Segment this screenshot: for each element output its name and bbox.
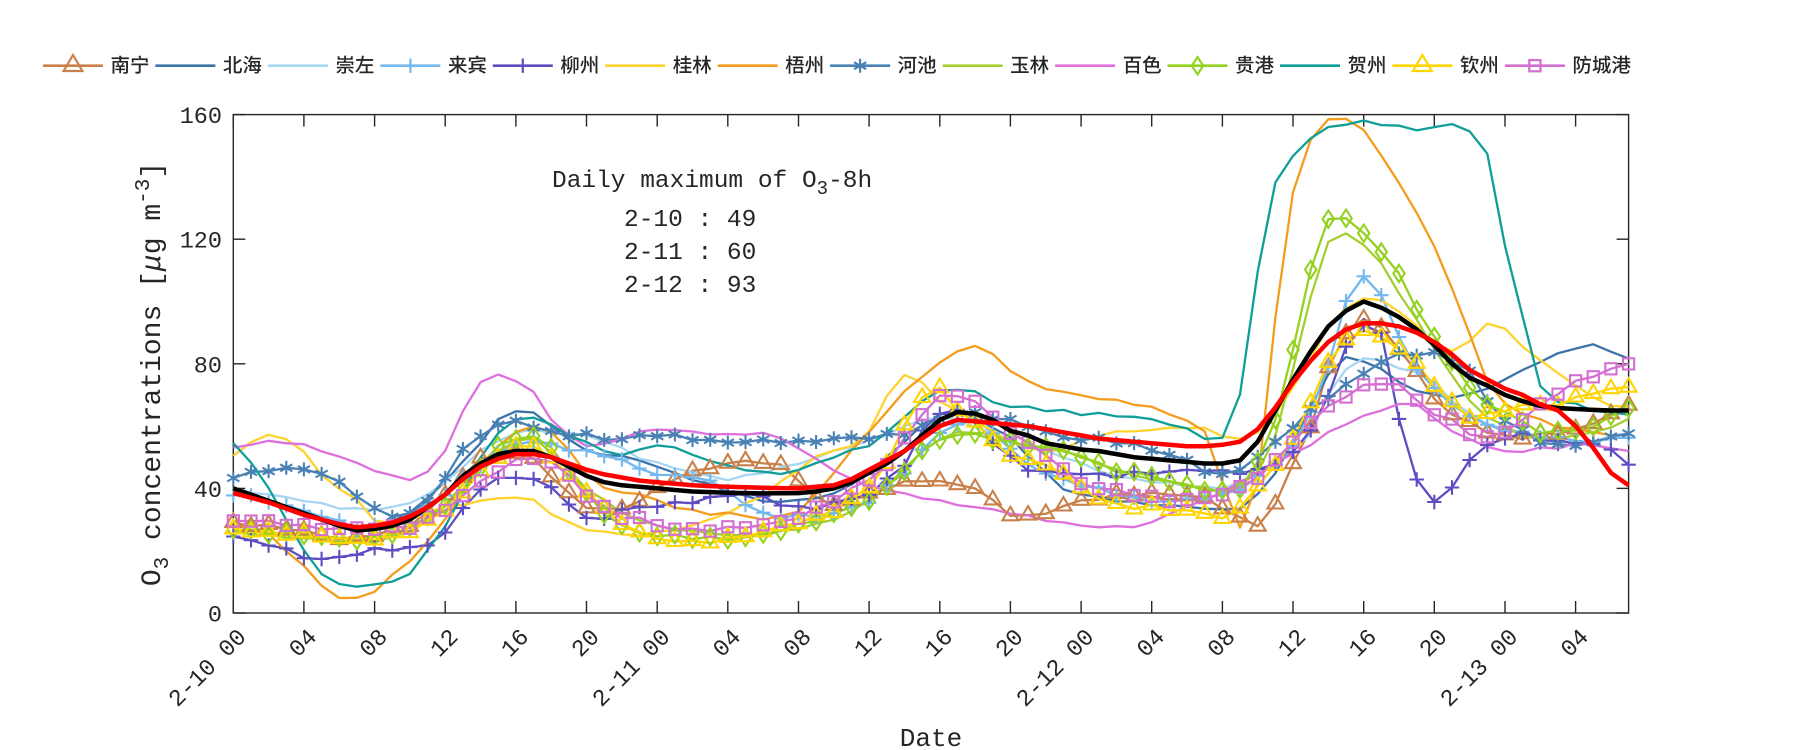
svg-text:160: 160: [180, 104, 222, 131]
svg-text:O3 concentrations [μg m-3]: O3 concentrations [μg m-3]: [133, 162, 175, 586]
svg-text:80: 80: [194, 353, 222, 380]
svg-text:2-12 : 93: 2-12 : 93: [624, 273, 756, 300]
svg-text:Date: Date: [900, 724, 962, 750]
svg-text:120: 120: [180, 229, 222, 256]
svg-text:2-11 : 60: 2-11 : 60: [624, 240, 756, 267]
svg-text:2-10 : 49: 2-10 : 49: [624, 207, 756, 234]
svg-text:0: 0: [208, 603, 222, 630]
svg-text:40: 40: [194, 478, 222, 505]
